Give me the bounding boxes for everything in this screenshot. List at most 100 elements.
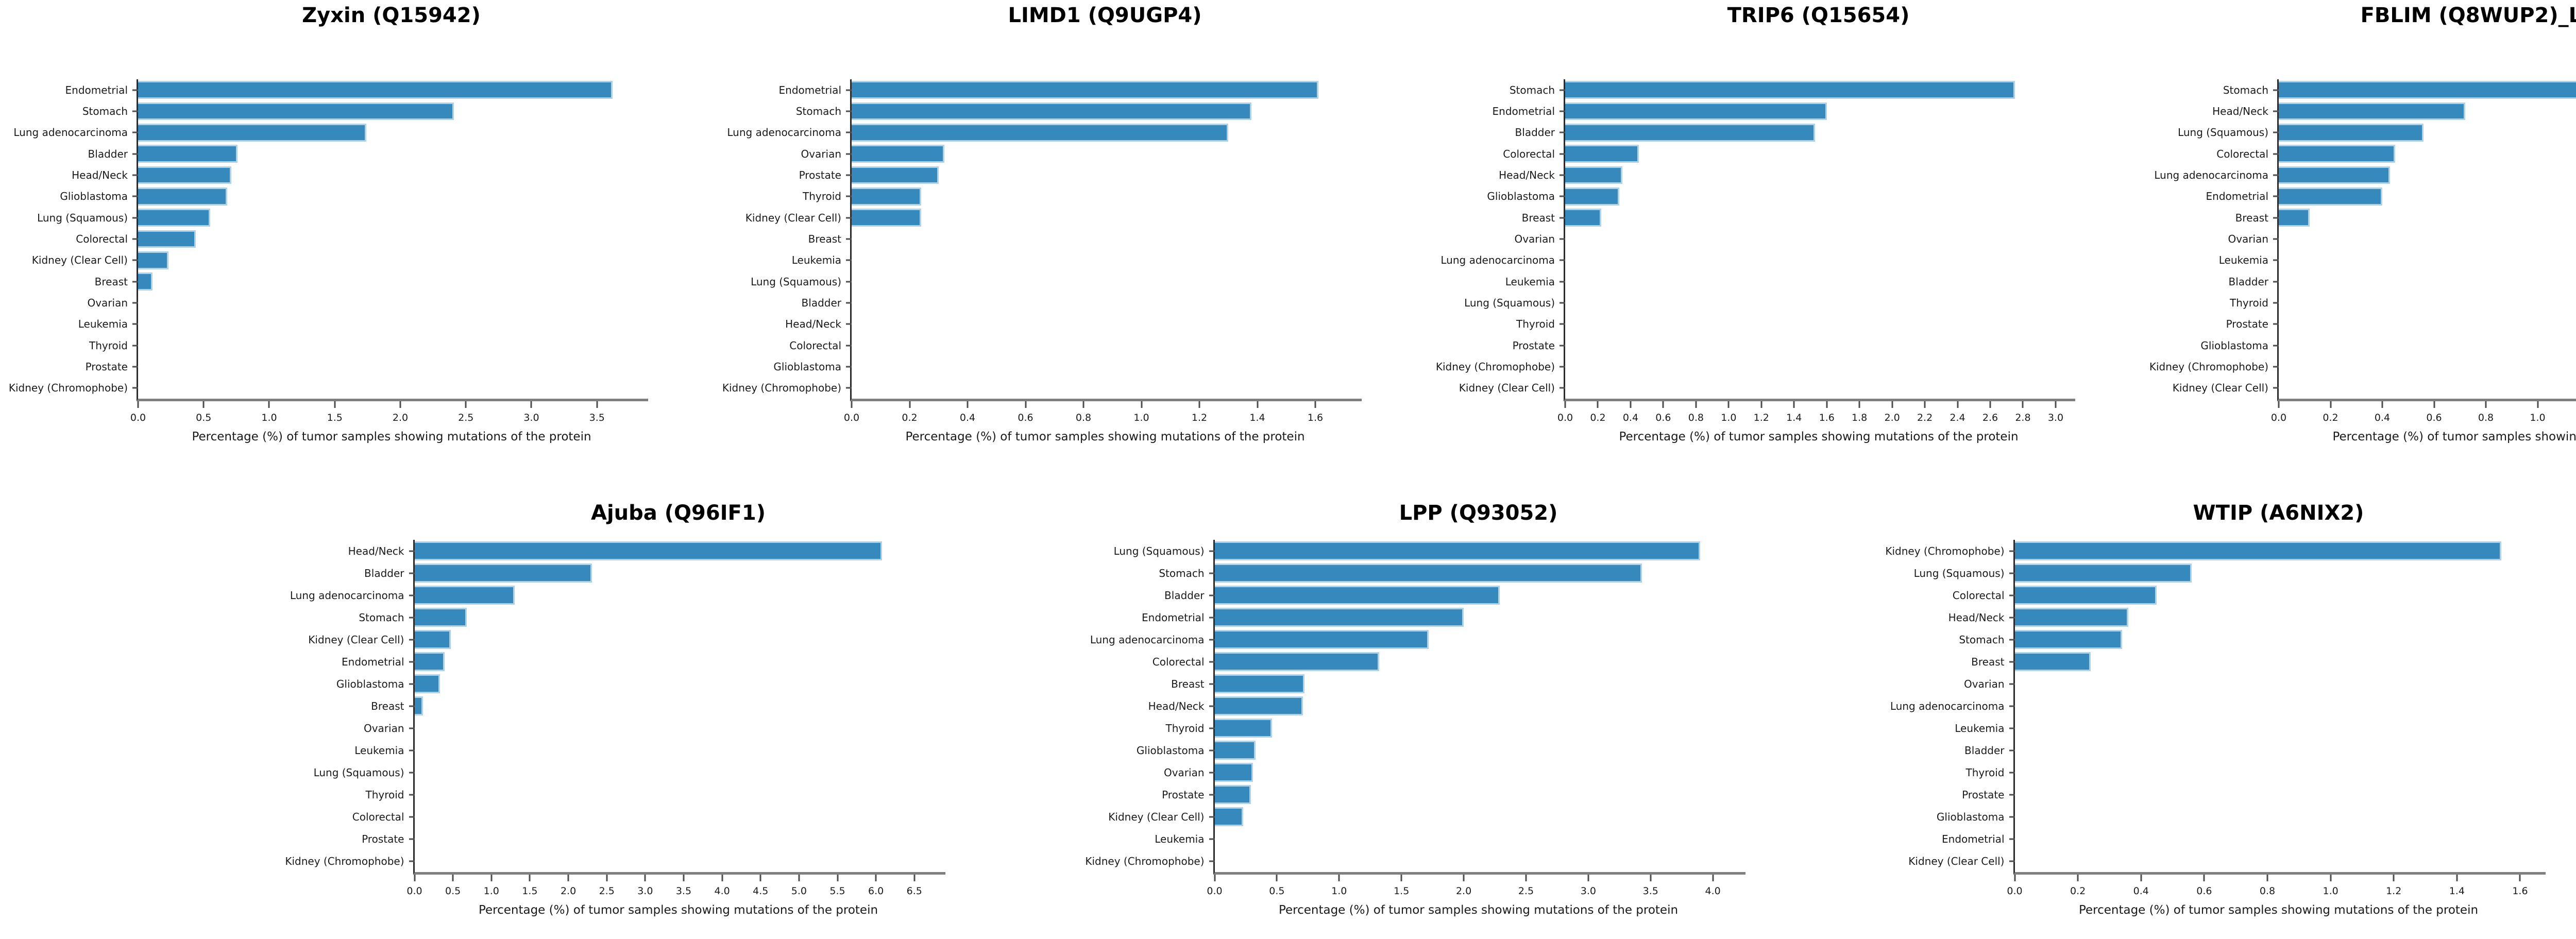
bar-row: Kidney (Chromophobe)	[1436, 356, 2075, 377]
x-tick	[1650, 875, 1652, 881]
category-label: Lung (Squamous)	[751, 275, 841, 288]
x-axis-label: Percentage (%) of tumor samples showing …	[905, 430, 1305, 443]
chart-title: TRIP6 (Q15654)	[1727, 4, 1910, 27]
y-tick	[132, 110, 138, 112]
bar-row: Glioblastoma	[1937, 806, 2546, 828]
plot-area: Stomach Head/Neck Lung (Squamous) Colorecta…	[2149, 79, 2576, 423]
y-tick	[1209, 749, 1215, 751]
x-tick-label: 0.2	[2323, 412, 2338, 423]
bar	[1214, 674, 1304, 693]
y-tick	[846, 387, 852, 389]
x-tick	[1463, 875, 1465, 881]
category-label: Colorectal	[2216, 147, 2268, 160]
x-tick-label: 0.5	[196, 412, 212, 423]
category-label: Lung adenocarcinoma	[1440, 254, 1555, 267]
category-label: Kidney (Clear Cell)	[745, 211, 841, 224]
x-tick	[683, 875, 685, 881]
bar-row: Kidney (Clear Cell)	[1108, 806, 1745, 828]
category-label: Prostate	[1162, 788, 1205, 801]
bar-row: Kidney (Clear Cell)	[1459, 378, 2075, 399]
category-label: Kidney (Chromophobe)	[285, 855, 404, 867]
category-label: Stomach	[82, 105, 128, 117]
bar-row: Prostate	[799, 164, 1362, 185]
bar	[1565, 209, 1601, 227]
x-tick-label: 0.5	[1269, 885, 1285, 897]
x-tick	[529, 875, 531, 881]
bar	[414, 608, 467, 627]
x-tick-label: 1.5	[327, 412, 343, 423]
bar-row: Endometrial	[342, 651, 945, 673]
x-tick-label: 0.0	[2007, 885, 2023, 897]
x-tick	[606, 875, 608, 881]
y-tick	[1560, 217, 1565, 219]
x-tick	[414, 875, 415, 881]
charts-row-bottom: Ajuba (Q96IF1) Head/Neck Bladder Lung aden…	[0, 443, 2576, 917]
bar-row: Lung (Squamous)	[1114, 540, 1745, 562]
category-label: Thyroid	[2230, 296, 2268, 309]
category-label: Colorectal	[1952, 589, 2005, 602]
x-tick-label: 0.0	[130, 412, 146, 423]
y-tick	[409, 594, 415, 596]
x-tick-label: 2.5	[458, 412, 474, 423]
category-label: Ovarian	[2228, 232, 2268, 245]
category-label: Lung adenocarcinoma	[1890, 699, 2005, 712]
x-tick-label: 1.0	[261, 412, 277, 423]
bar-row: Head/Neck	[1948, 606, 2546, 628]
x-tick	[2014, 875, 2015, 881]
y-tick	[1560, 174, 1565, 176]
bar-row: Endometrial	[1942, 828, 2546, 850]
bar-row: Breast	[95, 271, 648, 292]
x-tick	[1727, 401, 1730, 408]
x-tick	[1793, 401, 1795, 408]
category-label: Breast	[94, 275, 128, 288]
y-tick	[2009, 550, 2015, 552]
bar-row: Kidney (Chromophobe)	[285, 850, 945, 872]
bar-row: Lung adenocarcinoma	[1090, 628, 1745, 651]
y-tick	[132, 259, 138, 261]
bar-row: Leukemia	[354, 739, 945, 761]
bar-row: Leukemia	[1955, 717, 2546, 739]
bar	[138, 272, 152, 291]
category-label: Glioblastoma	[60, 190, 128, 203]
category-label: Kidney (Clear Cell)	[1459, 382, 1555, 395]
bar	[1565, 166, 1623, 184]
x-tick-label: 2.0	[1455, 885, 1472, 897]
x-axis-label: Percentage (%) of tumor samples showing …	[1278, 903, 1679, 917]
category-label: Kidney (Chromophobe)	[722, 382, 841, 395]
y-tick	[846, 89, 852, 91]
bar-row: Bladder	[1164, 584, 1745, 606]
y-tick	[846, 302, 852, 304]
x-tick	[1214, 875, 1215, 881]
x-tick-label: 0.4	[2374, 412, 2391, 423]
bar-row: Lung adenocarcinoma	[1890, 695, 2546, 717]
category-label: Thyroid	[1516, 318, 1555, 331]
x-tick	[1760, 401, 1762, 408]
y-tick	[2273, 153, 2279, 155]
bar-row: Glioblastoma	[773, 356, 1362, 377]
bar-row: Glioblastoma	[2200, 335, 2576, 356]
bar-row: Thyroid	[803, 186, 1362, 207]
bar-row: Endometrial	[1142, 606, 1745, 628]
x-axis-label: Percentage (%) of tumor samples showing …	[1619, 430, 2019, 443]
y-tick	[409, 749, 415, 751]
x-tick-label: 1.0	[2323, 885, 2338, 897]
bar-row: Head/Neck	[1148, 695, 1745, 717]
y-tick	[409, 617, 415, 618]
bar-row: Prostate	[2226, 314, 2576, 335]
bar	[1214, 564, 1642, 583]
bar	[414, 541, 883, 560]
y-tick	[846, 131, 852, 133]
x-tick-label: 3.0	[523, 412, 539, 423]
x-tick-label: 1.5	[1394, 885, 1410, 897]
bar-row: Lung adenocarcinoma	[13, 122, 648, 143]
y-tick	[1560, 195, 1565, 197]
bar	[2279, 145, 2396, 163]
x-tick	[137, 401, 139, 408]
plot-area: Lung (Squamous) Stomach Bladder Endometrial…	[1085, 540, 1745, 897]
bar	[1214, 541, 1701, 560]
y-tick	[1560, 281, 1565, 283]
bar-row: Lung adenocarcinoma	[2154, 164, 2576, 185]
y-tick	[1209, 705, 1215, 707]
bar-row: Lung adenocarcinoma	[290, 584, 945, 606]
category-label: Colorectal	[789, 339, 841, 352]
